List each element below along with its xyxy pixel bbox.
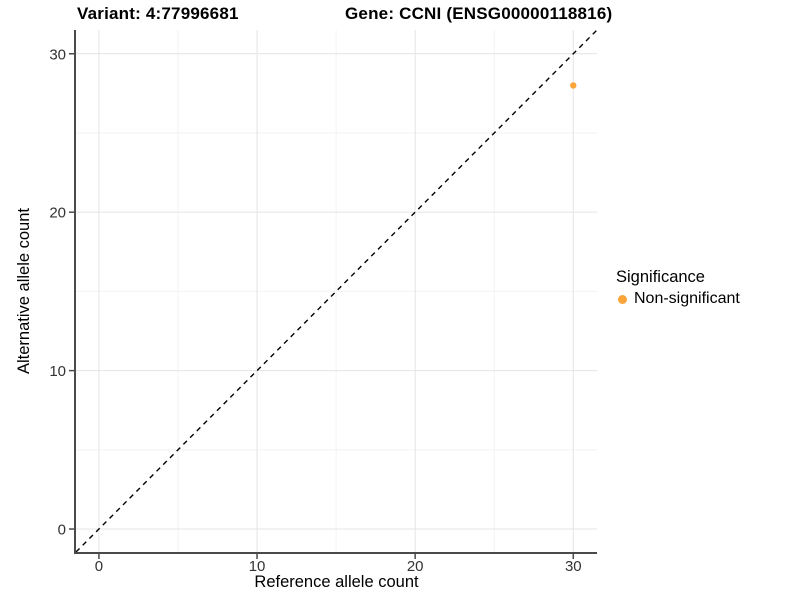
x-axis-title: Reference allele count [254,573,419,591]
data-points [570,82,577,89]
grid-minor-lines [76,30,597,552]
legend-title: Significance [616,268,705,286]
svg-text:0: 0 [95,558,103,575]
legend-entry-label: Non-significant [634,290,740,307]
legend-point-icon [618,294,627,304]
svg-text:0: 0 [58,522,66,539]
svg-text:10: 10 [249,558,266,575]
legend: Significance Non-significant [616,268,740,308]
svg-text:20: 20 [49,205,66,222]
axis-tick-marks [69,53,575,559]
grid-major-lines [76,30,597,552]
y-axis-title: Alternative allele count [15,208,33,375]
variant-title: Variant: 4:77996681 [77,4,239,23]
y-tick-labels: 0 10 20 30 [49,46,66,538]
x-tick-labels: 0 10 20 30 [95,558,582,575]
axis-lines [74,30,597,554]
legend-entry: Non-significant [616,290,740,308]
svg-text:20: 20 [407,558,424,575]
gene-title: Gene: CCNI (ENSG00000118816) [345,4,613,23]
svg-text:10: 10 [49,363,66,380]
svg-text:30: 30 [49,46,66,63]
svg-text:30: 30 [565,558,582,575]
